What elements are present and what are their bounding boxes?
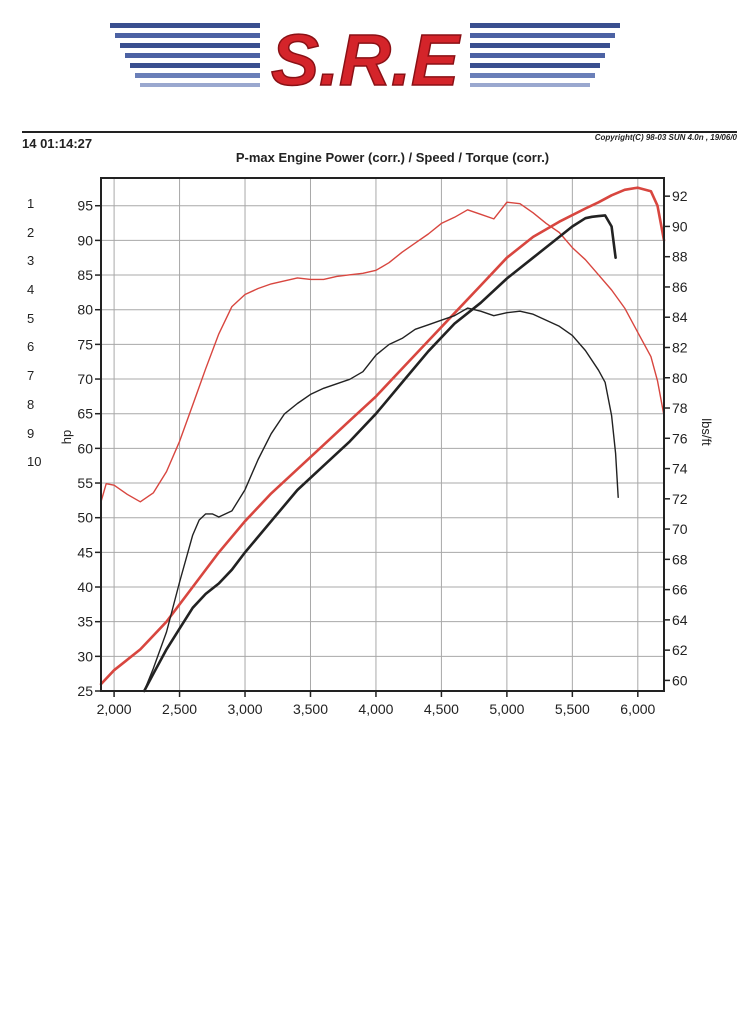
y2-tick-label-82: 82 xyxy=(672,339,688,355)
y2-axis-label: lbs/ft xyxy=(699,418,714,446)
y2-tick-label-72: 72 xyxy=(672,491,688,507)
x-axis-ticks: 2,000 2,500 3,000 3,500 4,000 4,500 5,000 5,500… xyxy=(97,691,656,717)
x-tick-label-3000: 3,000 xyxy=(227,701,262,717)
run-number-3: 3 xyxy=(27,253,35,269)
series-line-4 xyxy=(142,214,617,693)
x-tick-label-2000: 2,000 xyxy=(97,701,132,717)
series-line-3 xyxy=(143,307,619,692)
series-line-2 xyxy=(99,186,666,686)
y-tick-label-50: 50 xyxy=(77,510,93,526)
y-tick-label-55: 55 xyxy=(77,475,93,491)
series-line-1 xyxy=(100,201,665,503)
y-axis-ticks: 25 30 35 40 45 50 55 60 65 70 75 80 85 90 95 xyxy=(77,198,101,699)
y-tick-label-45: 45 xyxy=(77,544,93,560)
y2-tick-label-68: 68 xyxy=(672,551,688,567)
y2-axis-ticks: 60 62 64 66 68 70 72 74 76 78 80 82 84 86 88 90 92 xyxy=(664,188,688,688)
run-number-8: 8 xyxy=(27,396,35,412)
x-tick-label-6000: 6,000 xyxy=(620,701,655,717)
logo-text: S.R.E xyxy=(271,21,461,101)
run-number-5: 5 xyxy=(27,310,35,326)
sre-logo: S.R.E xyxy=(110,20,620,102)
x-tick-label-5000: 5,000 xyxy=(489,701,524,717)
run-number-10: 10 xyxy=(27,454,42,470)
run-number-6: 6 xyxy=(27,339,35,355)
y2-tick-label-90: 90 xyxy=(672,218,688,234)
run-number-1: 1 xyxy=(27,196,35,211)
y2-tick-label-92: 92 xyxy=(672,188,688,204)
x-tick-label-5500: 5,500 xyxy=(555,701,590,717)
y2-tick-label-80: 80 xyxy=(672,370,688,386)
y2-tick-label-70: 70 xyxy=(672,521,688,537)
x-tick-label-4000: 4,000 xyxy=(358,701,393,717)
y2-tick-label-62: 62 xyxy=(672,642,688,658)
y-tick-label-60: 60 xyxy=(77,440,93,456)
run-number-2: 2 xyxy=(27,224,35,240)
y-tick-label-70: 70 xyxy=(77,371,93,387)
y2-tick-label-74: 74 xyxy=(672,461,688,477)
y2-tick-label-88: 88 xyxy=(672,249,688,265)
y2-tick-label-76: 76 xyxy=(672,430,688,446)
y2-tick-label-84: 84 xyxy=(672,309,688,325)
chart-series xyxy=(99,186,666,693)
y-tick-label-75: 75 xyxy=(77,336,93,352)
logo-left-stripes xyxy=(110,23,260,87)
y-tick-label-90: 90 xyxy=(77,232,93,248)
timestamp: 14 01:14:27 xyxy=(22,136,93,151)
x-tick-label-3500: 3,500 xyxy=(293,701,328,717)
header-rule xyxy=(22,131,737,133)
y2-tick-label-86: 86 xyxy=(672,279,688,295)
y-tick-label-85: 85 xyxy=(77,267,93,283)
run-number-list: 1 2 3 4 5 6 7 8 9 10 xyxy=(27,196,41,483)
x-tick-label-4500: 4,500 xyxy=(424,701,459,717)
logo-right-stripes xyxy=(470,23,620,87)
y-tick-label-80: 80 xyxy=(77,302,93,318)
y2-tick-label-78: 78 xyxy=(672,400,688,416)
y-tick-label-95: 95 xyxy=(77,198,93,214)
plot-frame xyxy=(100,177,665,692)
y-tick-label-35: 35 xyxy=(77,614,93,630)
x-tick-label-2500: 2,500 xyxy=(162,701,197,717)
y-axis-label: hp xyxy=(59,430,74,444)
y2-tick-label-64: 64 xyxy=(672,612,688,628)
run-number-7: 7 xyxy=(27,368,35,384)
chart-title: P-max Engine Power (corr.) / Speed / Tor… xyxy=(235,150,550,165)
chart-grid xyxy=(101,178,664,692)
y-tick-label-40: 40 xyxy=(77,579,93,595)
y-tick-label-25: 25 xyxy=(77,683,93,699)
y-tick-label-30: 30 xyxy=(77,648,93,664)
copyright: Copyright(C) 98-03 SUN 4.0n , 19/06/0 xyxy=(594,133,737,142)
y-tick-label-65: 65 xyxy=(77,406,93,422)
run-number-9: 9 xyxy=(27,425,35,441)
y2-tick-label-60: 60 xyxy=(672,672,688,688)
run-number-4: 4 xyxy=(27,282,35,298)
y2-tick-label-66: 66 xyxy=(672,582,688,598)
